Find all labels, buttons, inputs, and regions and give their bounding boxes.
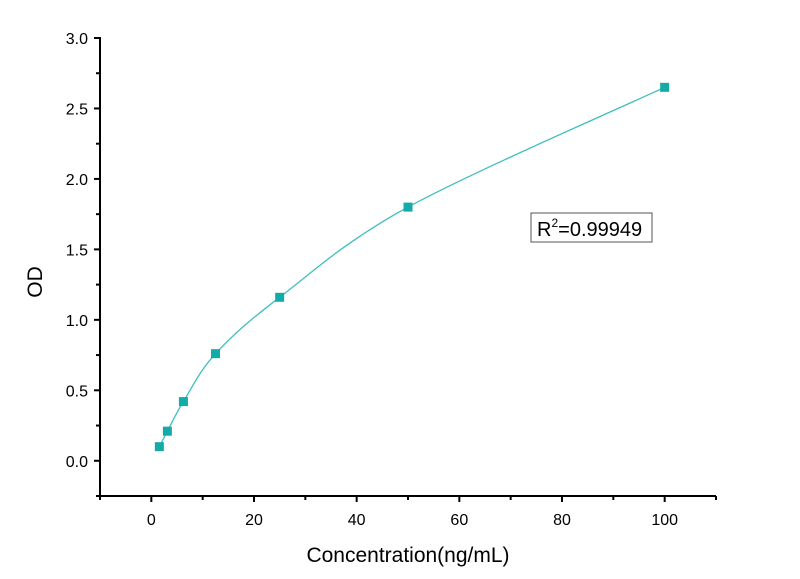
data-point [211, 349, 220, 359]
r-squared-annotation: R2=0.99949 [530, 212, 653, 243]
y-tick-label: 2.5 [66, 101, 88, 118]
svg-text:R2=0.99949: R2=0.99949 [537, 216, 642, 241]
tick-labels: 0 20 40 60 80 100 0.0 0.5 1.0 1.5 2.0 2.5 3.0 [66, 31, 678, 529]
y-axis-label: OD [24, 266, 47, 298]
data-point [154, 442, 164, 452]
x-axis-label: Concentration(ng/mL) [306, 544, 509, 567]
x-tick-label: 100 [651, 512, 678, 529]
data-point [275, 292, 285, 302]
y-tick-label: 2.0 [66, 172, 88, 189]
x-tick-label: 60 [450, 512, 468, 529]
y-tick-label: 3.0 [66, 31, 88, 48]
y-tick-label: 1.5 [66, 242, 88, 259]
r-label: R [537, 219, 551, 241]
data-point [178, 397, 188, 407]
data-points [154, 82, 670, 452]
r-superscript: 2 [551, 216, 558, 230]
annotation-box [530, 212, 653, 243]
data-point [403, 202, 413, 212]
x-tick-label: 20 [245, 512, 263, 529]
fit-curve-group [158, 86, 665, 447]
x-tick-label: 40 [348, 512, 366, 529]
x-tick-label: 0 [147, 512, 156, 529]
x-tick-label: 80 [553, 512, 571, 529]
y-tick-label: 1.0 [66, 313, 88, 330]
fit-curve [158, 86, 665, 447]
data-point [162, 426, 172, 436]
y-tick-label: 0.5 [66, 383, 88, 400]
axes [94, 37, 717, 502]
data-point [660, 82, 670, 92]
y-tick-label: 0.0 [66, 454, 88, 471]
r-value: =0.99949 [558, 219, 642, 241]
